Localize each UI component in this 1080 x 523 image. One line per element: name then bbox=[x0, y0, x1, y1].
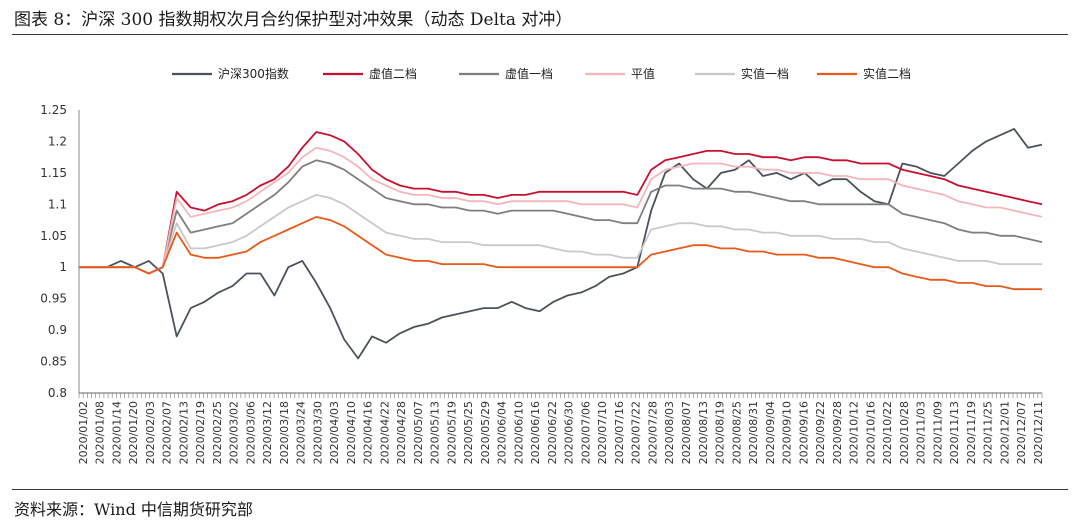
x-tick-label: 2020/08/03 bbox=[663, 401, 676, 464]
x-tick-label: 2020/10/16 bbox=[864, 401, 877, 464]
x-tick-label: 2020/04/16 bbox=[362, 401, 375, 464]
y-tick-label: 0.85 bbox=[40, 355, 67, 369]
x-tick-label: 2020/09/04 bbox=[764, 401, 777, 464]
x-tick-label: 2020/05/07 bbox=[412, 401, 425, 464]
x-tick-label: 2020/11/25 bbox=[982, 401, 995, 464]
y-tick-label: 1.25 bbox=[40, 103, 67, 117]
x-tick-label: 2020/07/16 bbox=[613, 401, 626, 464]
y-tick-label: 0.9 bbox=[48, 323, 67, 337]
x-tick-label: 2020/05/13 bbox=[429, 401, 442, 464]
x-tick-label: 2020/04/22 bbox=[378, 401, 391, 464]
series-line-4 bbox=[79, 193, 1042, 275]
line-chart: 沪深300指数 虚值二档 虚值一档 平值 实值一档 实值二档 0.8 0.85 0.9 0.95… bbox=[40, 66, 1045, 464]
footer-divider bbox=[12, 489, 1068, 490]
x-tick-label: 2020/09/22 bbox=[814, 401, 827, 464]
y-axis: 0.8 0.85 0.9 0.95 1 1.05 1.1 1.15 1.2 1.25 bbox=[40, 103, 80, 400]
series-line-1 bbox=[79, 131, 1043, 275]
x-tick-label: 2020/09/28 bbox=[831, 401, 844, 464]
x-tick-label: 2020/01/20 bbox=[127, 401, 140, 464]
x-tick-label: 2020/01/08 bbox=[94, 401, 107, 464]
x-tick-label: 2020/11/09 bbox=[931, 401, 944, 464]
x-tick-label: 2020/06/16 bbox=[529, 401, 542, 464]
x-tick-label: 2020/06/30 bbox=[563, 401, 576, 464]
y-tick-label: 0.8 bbox=[48, 386, 67, 400]
x-tick-label: 2020/03/06 bbox=[244, 401, 257, 464]
x-tick-label: 2020/08/13 bbox=[697, 401, 710, 464]
series-line-0 bbox=[79, 128, 1043, 360]
legend-label: 沪深300指数 bbox=[218, 66, 289, 81]
x-tick-label: 2020/08/19 bbox=[714, 401, 727, 464]
x-axis: 2020/01/02 2020/01/08 2020/01/14 2020/01/20… bbox=[77, 392, 1045, 464]
x-tick-label: 2020/07/28 bbox=[646, 401, 659, 464]
title-divider bbox=[12, 34, 1068, 35]
chart-legend: 沪深300指数 虚值二档 虚值一档 平值 实值一档 实值二档 bbox=[172, 66, 911, 81]
x-tick-label: 2020/11/03 bbox=[915, 401, 928, 464]
y-tick-label: 0.95 bbox=[40, 292, 67, 306]
x-tick-label: 2020/08/25 bbox=[730, 401, 743, 464]
y-tick-label: 1 bbox=[59, 260, 67, 274]
x-tick-label: 2020/09/10 bbox=[781, 401, 794, 464]
source-note: 资料来源：Wind 中信期货研究部 bbox=[14, 500, 253, 519]
x-tick-label: 2020/03/12 bbox=[261, 401, 274, 464]
y-tick-label: 1.1 bbox=[48, 197, 67, 211]
x-tick-label: 2020/10/12 bbox=[848, 401, 861, 464]
x-tick-label: 2020/07/10 bbox=[596, 401, 609, 464]
x-tick-label: 2020/11/13 bbox=[948, 401, 961, 464]
x-tick-label: 2020/07/06 bbox=[579, 401, 592, 464]
x-tick-label: 2020/05/19 bbox=[445, 401, 458, 464]
x-tick-label: 2020/02/07 bbox=[161, 401, 174, 464]
x-tick-label: 2020/11/19 bbox=[965, 401, 978, 464]
legend-label: 实值一档 bbox=[741, 66, 789, 81]
x-tick-label: 2020/10/22 bbox=[881, 401, 894, 464]
x-tick-label: 2020/02/03 bbox=[144, 401, 157, 464]
legend-label: 虚值一档 bbox=[505, 66, 553, 81]
x-tick-label: 2020/01/14 bbox=[110, 401, 123, 464]
x-tick-label: 2020/04/10 bbox=[345, 401, 358, 464]
x-tick-label: 2020/08/07 bbox=[680, 401, 693, 464]
legend-label: 平值 bbox=[631, 66, 655, 81]
x-tick-label: 2020/02/25 bbox=[211, 401, 224, 464]
x-tick-label: 2020/03/02 bbox=[228, 401, 241, 464]
x-tick-label: 2020/04/03 bbox=[328, 401, 341, 464]
x-tick-label: 2020/03/24 bbox=[295, 401, 308, 464]
x-tick-label: 2020/05/25 bbox=[462, 401, 475, 464]
x-tick-label: 2020/08/31 bbox=[747, 401, 760, 464]
x-tick-label: 2020/03/30 bbox=[311, 401, 324, 464]
x-tick-label: 2020/12/11 bbox=[1032, 401, 1045, 464]
x-tick-label: 2020/06/04 bbox=[496, 401, 509, 464]
x-tick-label: 2020/07/22 bbox=[630, 401, 643, 464]
x-tick-label: 2020/06/22 bbox=[546, 401, 559, 464]
x-tick-label: 2020/12/07 bbox=[1015, 401, 1028, 464]
y-tick-label: 1.05 bbox=[40, 229, 67, 243]
x-tick-label: 2020/10/28 bbox=[898, 401, 911, 464]
legend-label: 虚值二档 bbox=[369, 66, 417, 81]
x-tick-label: 2020/06/10 bbox=[512, 401, 525, 464]
series-lines bbox=[79, 128, 1043, 360]
x-tick-label: 2020/02/19 bbox=[194, 401, 207, 464]
x-tick-label: 2020/04/28 bbox=[395, 401, 408, 464]
x-tick-label: 2020/12/01 bbox=[998, 401, 1011, 464]
y-tick-label: 1.2 bbox=[48, 134, 67, 148]
series-line-3 bbox=[79, 146, 1043, 275]
series-line-5 bbox=[79, 215, 1042, 291]
x-tick-label: 2020/09/16 bbox=[797, 401, 810, 464]
x-tick-label: 2020/02/13 bbox=[177, 401, 190, 464]
x-tick-label: 2020/05/29 bbox=[479, 401, 492, 464]
figure-title: 图表 8：沪深 300 指数期权次月合约保护型对冲效果（动态 Delta 对冲） bbox=[14, 10, 573, 30]
x-tick-label: 2020/01/02 bbox=[77, 401, 90, 464]
legend-label: 实值二档 bbox=[863, 66, 911, 81]
x-tick-label: 2020/03/18 bbox=[278, 401, 291, 464]
y-tick-label: 1.15 bbox=[40, 166, 67, 180]
series-line-2 bbox=[79, 159, 1043, 275]
